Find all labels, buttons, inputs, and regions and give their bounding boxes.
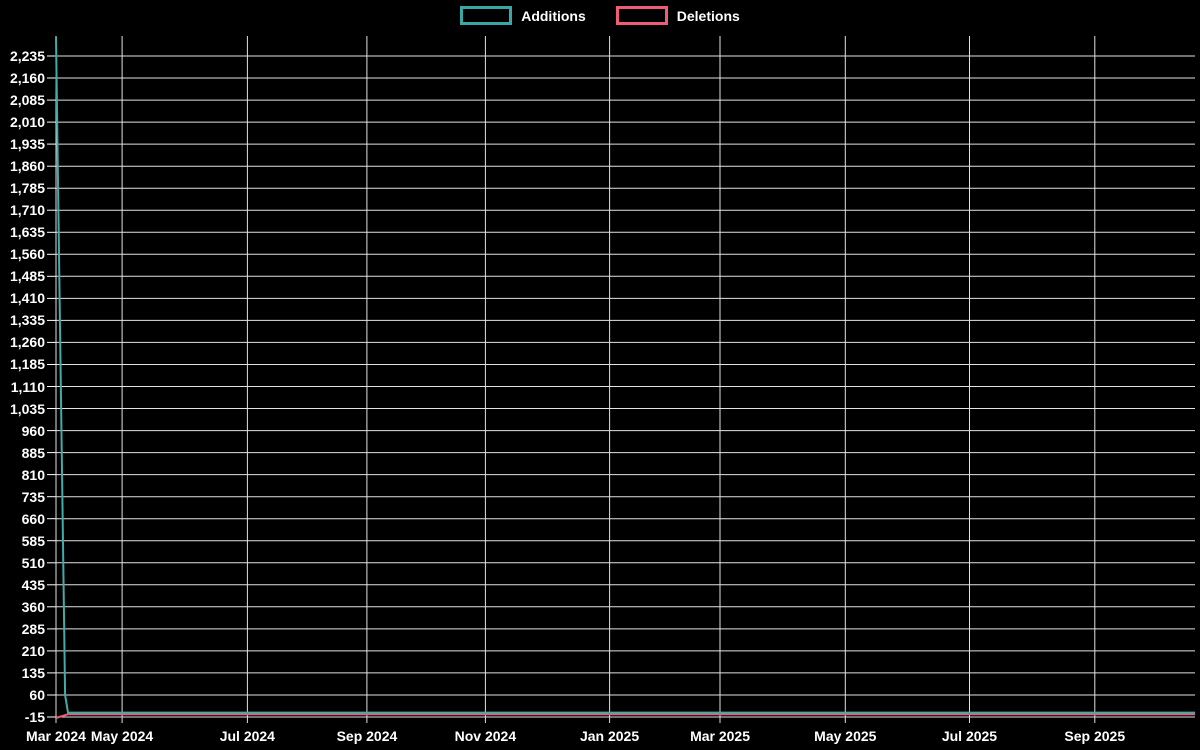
x-axis-tick-label: Sep 2024 [336, 728, 398, 744]
y-axis-tick-label: 1,185 [9, 356, 45, 373]
y-axis-tick-label: 1,710 [9, 202, 45, 219]
y-axis-tick-label: 360 [21, 598, 45, 615]
y-axis-tick-label: 885 [21, 444, 45, 461]
x-axis-tick-label: Jul 2024 [219, 728, 275, 744]
y-axis-tick-label: 585 [21, 532, 45, 549]
series-lines [55, 36, 1195, 719]
y-gridlines [47, 55, 1195, 718]
legend-label-deletions: Deletions [676, 7, 740, 24]
y-axis-tick-label: 1,635 [9, 224, 45, 241]
y-axis-tick-label: 735 [21, 488, 45, 505]
y-axis-tick-label: 2,085 [9, 92, 45, 109]
legend-label-additions: Additions [521, 7, 586, 24]
y-axis-tick-label: 1,110 [10, 378, 45, 395]
additions-swatch-icon [460, 6, 513, 25]
x-gridlines [55, 36, 1096, 723]
series-line-additions [55, 36, 1195, 714]
y-axis-tick-label: 1,035 [9, 400, 45, 417]
y-axis-tick-label: 960 [21, 422, 45, 439]
y-axis-tick-label: 1,410 [9, 290, 45, 307]
legend-item-additions[interactable]: Additions [460, 6, 586, 25]
x-axis-tick-label: Mar 2024 [26, 728, 86, 744]
x-axis-tick-label: Nov 2024 [454, 728, 517, 744]
y-axis-tick-label: 2,010 [9, 114, 45, 131]
x-axis-tick-label: Mar 2025 [690, 728, 750, 744]
x-axis-tick-label: Jan 2025 [579, 728, 640, 744]
y-axis-tick-label: 1,860 [9, 158, 45, 175]
y-axis-tick-label: 1,785 [9, 180, 45, 197]
y-axis-tick-label: 510 [21, 554, 45, 571]
legend-item-deletions[interactable]: Deletions [615, 6, 740, 25]
y-axis-tick-label: 1,260 [9, 334, 45, 351]
legend: Additions Deletions [0, 6, 1200, 25]
y-axis-tick-label: 285 [21, 620, 45, 637]
y-axis-tick-label: -15 [24, 709, 45, 725]
series-line-deletions [55, 713, 1195, 719]
y-axis-tick-label: 210 [21, 642, 45, 659]
y-axis-tick-label: 810 [21, 466, 45, 483]
y-axis-tick-label: 2,235 [9, 48, 45, 64]
deletions-swatch-icon [615, 6, 668, 25]
y-axis-tick-label: 135 [21, 664, 45, 681]
y-axis-tick-label: 1,560 [9, 246, 45, 263]
y-axis-tick-label: 2,160 [9, 70, 45, 87]
x-axis-tick-label: Jul 2025 [941, 728, 998, 744]
x-axis-tick-label: May 2024 [90, 728, 154, 744]
y-axis-tick-label: 1,335 [9, 312, 45, 329]
x-axis-tick-label: May 2025 [814, 728, 877, 744]
x-axis-tick-label: Sep 2025 [1064, 728, 1126, 744]
y-axis-tick-label: 660 [21, 510, 45, 527]
y-axis-tick-label: 60 [29, 686, 45, 703]
y-axis-tick-label: 1,935 [9, 136, 45, 153]
y-axis-tick-label: 435 [21, 576, 45, 593]
y-axis-tick-label: 1,485 [9, 268, 45, 285]
